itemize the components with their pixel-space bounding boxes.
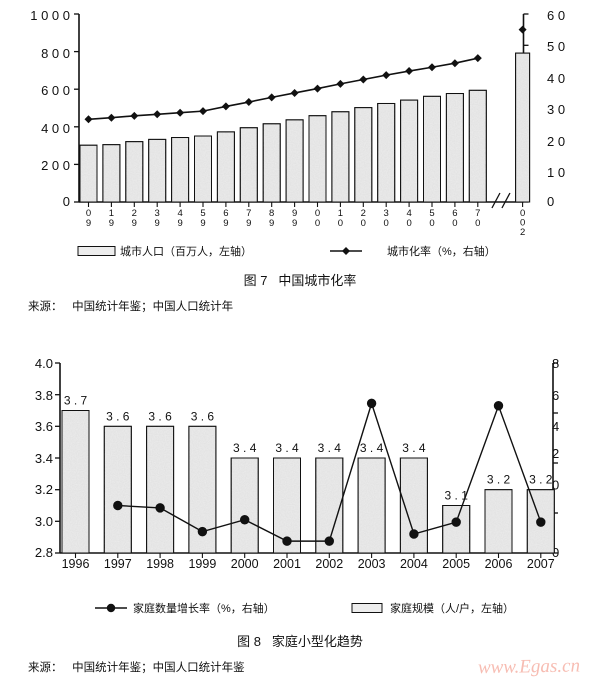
- svg-text:3 . 4: 3 . 4: [318, 441, 342, 455]
- svg-text:9: 9: [86, 218, 91, 229]
- svg-text:5 0: 5 0: [547, 39, 565, 54]
- svg-text:3 . 6: 3 . 6: [148, 409, 172, 423]
- svg-text:0: 0: [475, 218, 480, 229]
- svg-text:1999: 1999: [188, 557, 216, 569]
- svg-text:9: 9: [292, 218, 297, 229]
- svg-text:9: 9: [155, 218, 160, 229]
- svg-text:0: 0: [63, 194, 70, 209]
- svg-text:3 . 6: 3 . 6: [106, 409, 130, 423]
- svg-text:9: 9: [177, 218, 182, 229]
- svg-text:0: 0: [452, 218, 457, 229]
- svg-text:1 0 0 0: 1 0 0 0: [30, 8, 70, 23]
- svg-text:4.0: 4.0: [35, 356, 53, 371]
- svg-text:3.2: 3.2: [35, 482, 53, 497]
- svg-text:2007: 2007: [527, 557, 555, 569]
- svg-text:0: 0: [547, 194, 554, 209]
- svg-text:2002: 2002: [315, 557, 343, 569]
- svg-text:2003: 2003: [358, 557, 386, 569]
- svg-text:城市化率（%，右轴）: 城市化率（%，右轴）: [387, 244, 496, 258]
- svg-text:3 . 2: 3 . 2: [529, 473, 553, 487]
- svg-text:2006: 2006: [485, 557, 513, 569]
- svg-text:1 0: 1 0: [547, 165, 565, 180]
- svg-text:3 . 2: 3 . 2: [487, 473, 511, 487]
- svg-text:0: 0: [315, 218, 320, 229]
- svg-text:3 . 4: 3 . 4: [402, 441, 426, 455]
- svg-text:2 0 0: 2 0 0: [41, 158, 70, 173]
- svg-text:1998: 1998: [146, 557, 174, 569]
- svg-text:9: 9: [223, 218, 228, 229]
- svg-text:2 0: 2 0: [547, 134, 565, 149]
- svg-text:城市人口（百万人，左轴）: 城市人口（百万人，左轴）: [120, 244, 252, 258]
- svg-text:9: 9: [109, 218, 114, 229]
- svg-text:9: 9: [200, 218, 205, 229]
- svg-text:6 0 0: 6 0 0: [41, 83, 70, 98]
- svg-text:8 0 0: 8 0 0: [41, 46, 70, 61]
- svg-text:0: 0: [406, 218, 411, 229]
- svg-text:2001: 2001: [273, 557, 301, 569]
- svg-text:3 0: 3 0: [547, 102, 565, 117]
- svg-text:0: 0: [338, 218, 343, 229]
- svg-text:3.0: 3.0: [35, 514, 53, 529]
- svg-text:3.4: 3.4: [35, 451, 53, 466]
- svg-text:9: 9: [269, 218, 274, 229]
- svg-text:2.8: 2.8: [35, 545, 53, 560]
- svg-text:1997: 1997: [104, 557, 132, 569]
- svg-text:4: 4: [552, 419, 559, 434]
- svg-text:6: 6: [552, 388, 559, 403]
- svg-text:2005: 2005: [442, 557, 470, 569]
- svg-text:9: 9: [246, 218, 251, 229]
- svg-text:家庭规模（人/户，左轴）: 家庭规模（人/户，左轴）: [390, 601, 514, 615]
- svg-text:家庭数量增长率（%，右轴）: 家庭数量增长率（%，右轴）: [133, 601, 275, 615]
- svg-text:0: 0: [361, 218, 366, 229]
- svg-text:0: 0: [429, 218, 434, 229]
- svg-text:0: 0: [384, 218, 389, 229]
- svg-text:3 . 4: 3 . 4: [360, 441, 384, 455]
- svg-text:2000: 2000: [231, 557, 259, 569]
- svg-text:1996: 1996: [62, 557, 90, 569]
- svg-text:2: 2: [552, 446, 559, 461]
- svg-text:3.8: 3.8: [35, 388, 53, 403]
- svg-text:6 0: 6 0: [547, 8, 565, 23]
- svg-text:3.6: 3.6: [35, 419, 53, 434]
- svg-text:2004: 2004: [400, 557, 428, 569]
- svg-text:3 . 4: 3 . 4: [233, 441, 257, 455]
- svg-text:3 . 7: 3 . 7: [64, 394, 88, 408]
- svg-text:4 0 0: 4 0 0: [41, 121, 70, 136]
- svg-text:3 . 6: 3 . 6: [191, 409, 215, 423]
- svg-text:2: 2: [520, 227, 525, 236]
- svg-text:9: 9: [132, 218, 137, 229]
- svg-text:3 . 4: 3 . 4: [275, 441, 299, 455]
- svg-text:4 0: 4 0: [547, 71, 565, 86]
